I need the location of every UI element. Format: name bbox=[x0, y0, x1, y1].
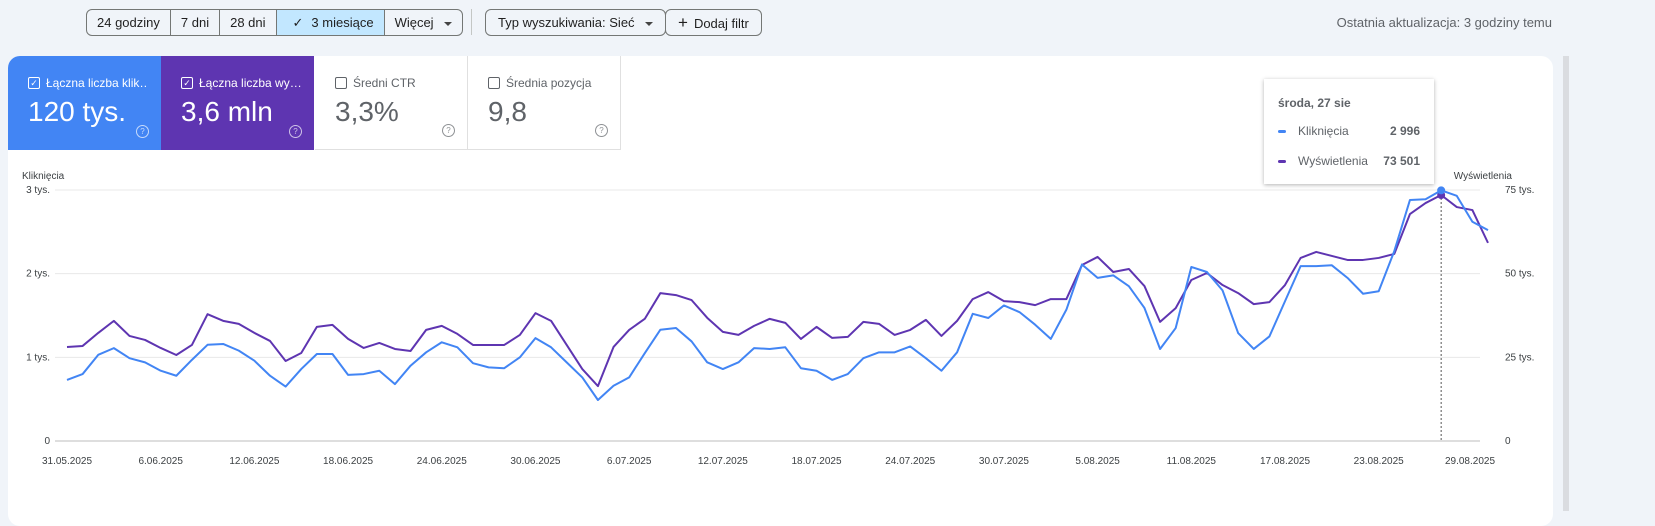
last-update-text: Ostatnia aktualizacja: 3 godziny temu bbox=[1336, 15, 1552, 30]
hover-point bbox=[1437, 186, 1446, 195]
right-axis-label: Wyświetlenia bbox=[1454, 171, 1513, 182]
help-icon[interactable]: ? bbox=[442, 124, 455, 137]
x-tick-label: 30.07.2025 bbox=[979, 456, 1029, 467]
x-tick-label: 12.07.2025 bbox=[698, 456, 748, 467]
left-tick-label: 0 bbox=[44, 436, 50, 447]
series-line-clicks bbox=[66, 189, 1489, 402]
right-tick-label: 75 tys. bbox=[1505, 185, 1534, 196]
metric-card-impressions[interactable]: ✓ Łączna liczba wy… 3,6 mln ? bbox=[161, 56, 314, 150]
x-tick-label: 31.05.2025 bbox=[42, 456, 92, 467]
range-3m[interactable]: ✓ 3 miesiące bbox=[276, 10, 385, 35]
metric-label: Średni CTR bbox=[353, 76, 416, 90]
range-7d[interactable]: 7 dni bbox=[171, 10, 221, 35]
search-type-label: Typ wyszukiwania: Sieć bbox=[498, 15, 635, 30]
tooltip-row-clicks: Kliknięcia 2 996 bbox=[1278, 124, 1420, 138]
x-tick-label: 5.08.2025 bbox=[1075, 456, 1120, 467]
left-axis-label: Kliknięcia bbox=[22, 171, 65, 182]
check-icon: ✓ bbox=[292, 15, 304, 30]
chart-tooltip: środa, 27 sie Kliknięcia 2 996 Wyświetlen… bbox=[1264, 79, 1434, 184]
metric-card-ctr[interactable]: Średni CTR 3,3% ? bbox=[315, 56, 468, 150]
help-icon[interactable]: ? bbox=[595, 124, 608, 137]
x-tick-label: 24.07.2025 bbox=[885, 456, 935, 467]
checkbox-checked-icon[interactable]: ✓ bbox=[28, 77, 40, 89]
legend-swatch bbox=[1278, 129, 1286, 133]
metric-label: Średnia pozycja bbox=[506, 76, 592, 90]
x-tick-label: 24.06.2025 bbox=[417, 456, 467, 467]
range-more-label: Więcej bbox=[394, 15, 434, 30]
tooltip-date: środa, 27 sie bbox=[1278, 96, 1351, 110]
right-tick-label: 25 tys. bbox=[1505, 352, 1534, 363]
add-filter-button[interactable]: + Dodaj filtr bbox=[665, 9, 762, 36]
help-icon[interactable]: ? bbox=[136, 125, 149, 138]
legend-swatch bbox=[1278, 159, 1286, 163]
metric-label: Łączna liczba klik… bbox=[46, 76, 148, 90]
caret-down-icon bbox=[644, 21, 653, 26]
metric-value: 9,8 bbox=[488, 96, 527, 127]
metric-card-position[interactable]: Średnia pozycja 9,8 ? bbox=[468, 56, 621, 150]
x-tick-label: 6.06.2025 bbox=[138, 456, 183, 467]
range-28d[interactable]: 28 dni bbox=[220, 10, 277, 35]
series-line-impressions bbox=[66, 194, 1489, 388]
x-tick-label: 29.08.2025 bbox=[1445, 456, 1495, 467]
date-range-selector: 24 godziny 7 dni 28 dni ✓ 3 miesiące Więc… bbox=[86, 9, 463, 36]
metric-value: 3,6 mln bbox=[181, 96, 273, 127]
checkbox-unchecked-icon[interactable] bbox=[335, 77, 347, 89]
metric-label: Łączna liczba wy… bbox=[199, 76, 301, 90]
tooltip-value: 2 996 bbox=[1389, 124, 1420, 138]
search-type-dropdown[interactable]: Typ wyszukiwania: Sieć bbox=[485, 9, 666, 36]
performance-panel: ✓ Łączna liczba klik… 120 tys. ? ✓ Łączna … bbox=[8, 56, 1553, 526]
toolbar: 24 godziny 7 dni 28 dni ✓ 3 miesiące Więc… bbox=[0, 0, 1655, 48]
left-tick-label: 3 tys. bbox=[26, 185, 50, 196]
range-24h[interactable]: 24 godziny bbox=[87, 10, 171, 35]
divider bbox=[471, 9, 472, 35]
x-tick-label: 12.06.2025 bbox=[229, 456, 279, 467]
right-tick-label: 0 bbox=[1505, 436, 1511, 447]
right-tick-label: 50 tys. bbox=[1505, 269, 1534, 280]
performance-chart[interactable]: Kliknięcia Wyświetlenia 0 0 1 tys. 25 tys. 2… bbox=[0, 0, 1655, 511]
tooltip-label: Kliknięcia bbox=[1298, 124, 1349, 138]
metric-card-clicks[interactable]: ✓ Łączna liczba klik… 120 tys. ? bbox=[8, 56, 161, 150]
tooltip-row-impressions: Wyświetlenia 73 501 bbox=[1278, 154, 1420, 168]
metric-value: 3,3% bbox=[335, 96, 399, 127]
tooltip-label: Wyświetlenia bbox=[1298, 154, 1368, 168]
x-tick-label: 18.07.2025 bbox=[792, 456, 842, 467]
x-tick-label: 23.08.2025 bbox=[1354, 456, 1404, 467]
add-filter-label: Dodaj filtr bbox=[693, 16, 749, 31]
checkbox-unchecked-icon[interactable] bbox=[488, 77, 500, 89]
x-tick-label: 6.07.2025 bbox=[607, 456, 652, 467]
help-icon[interactable]: ? bbox=[289, 125, 302, 138]
checkbox-checked-icon[interactable]: ✓ bbox=[181, 77, 193, 89]
scrollbar[interactable] bbox=[1563, 56, 1569, 511]
metric-value: 120 tys. bbox=[28, 96, 127, 127]
x-tick-label: 30.06.2025 bbox=[510, 456, 560, 467]
left-tick-label: 1 tys. bbox=[26, 352, 50, 363]
tooltip-value: 73 501 bbox=[1383, 154, 1420, 168]
plus-icon: + bbox=[678, 13, 688, 32]
range-3m-label: 3 miesiące bbox=[311, 15, 374, 30]
x-tick-label: 18.06.2025 bbox=[323, 456, 373, 467]
left-tick-label: 2 tys. bbox=[26, 269, 50, 280]
caret-down-icon bbox=[443, 21, 452, 26]
range-more[interactable]: Więcej bbox=[385, 10, 462, 35]
x-tick-label: 11.08.2025 bbox=[1167, 456, 1217, 467]
x-tick-label: 17.08.2025 bbox=[1260, 456, 1310, 467]
